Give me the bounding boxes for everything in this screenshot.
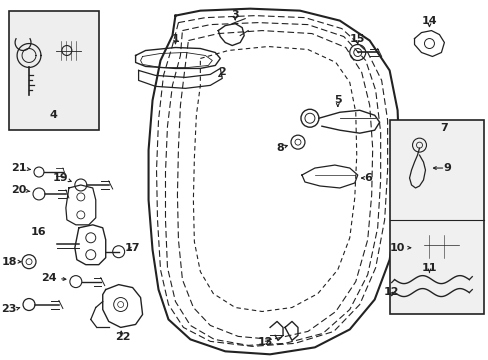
Text: 4: 4 [50, 110, 58, 120]
Text: 3: 3 [231, 10, 239, 20]
Text: 2: 2 [218, 67, 225, 77]
Text: 15: 15 [349, 33, 365, 44]
Text: 7: 7 [440, 123, 447, 133]
Text: 9: 9 [443, 163, 450, 173]
Text: 22: 22 [115, 332, 130, 342]
Text: 11: 11 [421, 263, 436, 273]
Text: 16: 16 [31, 227, 47, 237]
Text: 5: 5 [333, 95, 341, 105]
Bar [9, 11, 99, 130]
Text: 20: 20 [11, 185, 27, 195]
Text: 17: 17 [124, 243, 140, 253]
Text: 21: 21 [11, 163, 27, 173]
Text: 8: 8 [276, 143, 284, 153]
Text: 13: 13 [257, 337, 272, 347]
Text: 10: 10 [389, 243, 405, 253]
Text: 1: 1 [171, 33, 179, 44]
Text: 14: 14 [421, 15, 436, 26]
Bar [389, 120, 483, 315]
Text: 23: 23 [1, 305, 17, 315]
Text: 19: 19 [53, 173, 69, 183]
Text: 18: 18 [1, 257, 17, 267]
Text: 12: 12 [383, 287, 399, 297]
Text: 24: 24 [41, 273, 57, 283]
Text: 6: 6 [363, 173, 371, 183]
